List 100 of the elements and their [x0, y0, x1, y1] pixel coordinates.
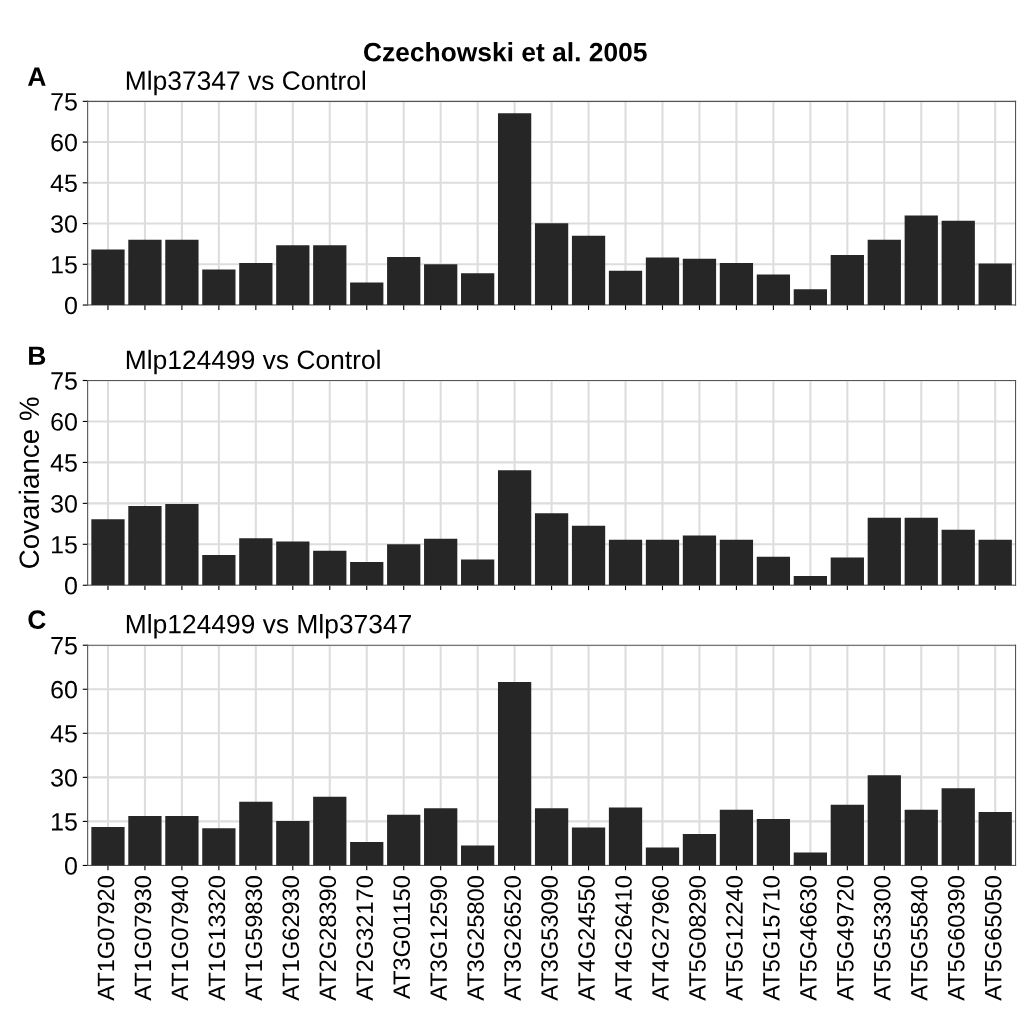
bar — [461, 559, 495, 586]
y-tick-label: 45 — [50, 725, 77, 743]
bar — [719, 539, 754, 586]
x-tick-label: AT1G59830 — [245, 876, 263, 1001]
bar — [978, 539, 1012, 586]
bar — [239, 801, 273, 866]
chart-title: Mlp124499 vs Control — [126, 349, 380, 375]
bar — [608, 539, 643, 586]
y-tick-label: 0 — [64, 576, 77, 595]
x-tick-label: AT5G08290 — [689, 876, 706, 1001]
bar — [867, 517, 901, 586]
bar — [830, 255, 864, 306]
x-tick-label: AT5G60390 — [947, 876, 965, 1001]
bar — [91, 249, 125, 306]
x-tick-label: AT3G01150 — [393, 876, 411, 999]
x-tick-label: AT4G27960 — [652, 876, 669, 1001]
bar — [91, 826, 125, 866]
bar — [424, 808, 458, 866]
x-tick-label: AT3G53090 — [541, 876, 558, 1001]
x-tick-label: AT5G12240 — [726, 876, 743, 1001]
chart-title: Mlp37347 vs Control — [126, 70, 366, 96]
x-tick-label: AT5G65050 — [984, 876, 1002, 1001]
bar — [276, 541, 310, 586]
bar — [165, 239, 199, 306]
bar — [497, 113, 532, 306]
x-tick-label: AT5G15710 — [763, 876, 780, 1001]
bar — [313, 796, 347, 866]
x-tick-label: AT1G07930 — [134, 876, 152, 1001]
x-tick-label: AT1G62930 — [282, 876, 300, 1001]
y-tick-label: 30 — [51, 494, 77, 513]
x-tick-label: AT5G53300 — [873, 876, 891, 1001]
bar — [461, 845, 495, 866]
y-axis-title: Covariance % — [18, 397, 40, 568]
bar — [534, 808, 569, 866]
y-tick-label: 60 — [51, 680, 77, 699]
y-tick-label: 75 — [51, 372, 77, 390]
bar — [830, 557, 864, 586]
bar — [534, 513, 569, 586]
text: Czechowski et al. 2005 — [364, 42, 647, 62]
bar — [239, 262, 273, 306]
y-tick-label: 60 — [51, 133, 77, 152]
text: A — [27, 67, 46, 86]
bar — [313, 245, 347, 306]
bar — [941, 220, 975, 306]
bar — [904, 215, 938, 306]
bar — [719, 809, 754, 866]
bar — [867, 239, 901, 306]
bar — [534, 223, 569, 306]
y-tick-label: 15 — [52, 256, 77, 274]
y-tick-label: 0 — [64, 296, 77, 315]
bar — [350, 841, 384, 866]
bar — [497, 470, 532, 586]
text: C — [28, 610, 46, 629]
bar — [793, 289, 827, 306]
bar — [571, 235, 606, 306]
y-tick-label: 15 — [52, 813, 77, 831]
bar — [867, 775, 901, 866]
bar — [571, 827, 606, 866]
bar — [756, 274, 791, 306]
y-tick-label: 75 — [51, 637, 77, 655]
bar — [350, 562, 384, 586]
bar — [608, 270, 643, 306]
bar — [424, 538, 458, 586]
y-tick-label: 30 — [51, 768, 77, 787]
bar — [793, 852, 827, 866]
bar — [904, 809, 938, 866]
y-tick-label: 45 — [50, 174, 77, 193]
x-tick-label: AT2G28390 — [319, 876, 337, 1001]
x-tick-label: AT3G25800 — [467, 876, 484, 1001]
bar — [350, 282, 384, 306]
bar — [719, 262, 754, 306]
bar — [424, 264, 458, 306]
x-tick-label: AT5G49720 — [836, 876, 854, 1001]
bar — [682, 834, 717, 866]
bar — [645, 847, 680, 866]
y-tick-label: 45 — [50, 454, 77, 472]
text: B — [29, 346, 46, 365]
bar — [91, 519, 125, 586]
bar — [387, 814, 421, 866]
bar — [645, 257, 680, 306]
bar — [497, 681, 532, 866]
x-tick-label: AT5G46630 — [799, 876, 817, 1001]
bar — [941, 788, 975, 866]
x-tick-label: AT3G26520 — [504, 876, 521, 1001]
bar — [978, 812, 1012, 866]
bar — [128, 816, 162, 866]
bar — [313, 550, 347, 586]
bar — [682, 258, 717, 306]
chart-title: Mlp124499 vs Mlp37347 — [126, 614, 411, 639]
bar — [645, 539, 680, 586]
bar — [276, 245, 310, 306]
bar — [239, 538, 273, 586]
bar — [276, 821, 310, 866]
bar — [978, 263, 1012, 306]
bar — [682, 535, 717, 586]
bar — [571, 525, 606, 586]
x-tick-label: AT1G07920 — [97, 876, 115, 1001]
x-tick-label: AT2G32170 — [356, 876, 374, 1001]
y-tick-label: 75 — [51, 93, 77, 111]
bar — [128, 239, 162, 306]
